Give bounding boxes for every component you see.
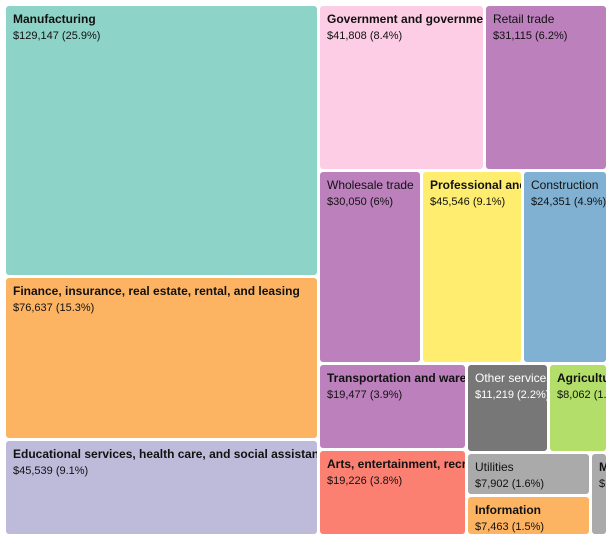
- treemap-tile[interactable]: Agriculture $8,062 (1.: [550, 365, 606, 451]
- treemap-tile-label: Utilities: [475, 460, 514, 474]
- treemap-tile-value: $8,062 (1.: [557, 389, 606, 401]
- treemap-tile-label: Arts, entertainment, recreation: [327, 457, 465, 471]
- treemap-tile-value: $24,351 (4.9%): [531, 196, 606, 208]
- treemap-tile-label: Retail trade: [493, 12, 555, 26]
- treemap-tile[interactable]: Construction $24,351 (4.9%): [524, 172, 606, 362]
- treemap-tile-label: Educational services, health care, and s…: [13, 447, 317, 461]
- treemap-tile-value: $41,808 (8.4%): [327, 30, 403, 42]
- treemap-tile-label: Transportation and warehousing: [327, 371, 465, 385]
- treemap-tile[interactable]: Manufacturing $129,147 (25.9%): [6, 6, 317, 275]
- treemap-tile-label: Finance, insurance, real estate, rental,…: [13, 284, 300, 298]
- treemap-tile[interactable]: Other services $11,219 (2.2%): [468, 365, 547, 451]
- treemap-tile[interactable]: Professional and business services $45,54…: [423, 172, 521, 362]
- treemap-tile[interactable]: M $: [592, 454, 606, 534]
- treemap-tile[interactable]: Finance, insurance, real estate, rental,…: [6, 278, 317, 438]
- treemap-tile[interactable]: Government and government enterprises $41…: [320, 6, 483, 169]
- treemap-tile-value: $: [599, 478, 606, 490]
- treemap-tile-label: Professional and business services: [430, 178, 521, 192]
- treemap-tile-value: $11,219 (2.2%): [475, 389, 547, 401]
- treemap-tile[interactable]: Arts, entertainment, recreation $19,226 (…: [320, 451, 465, 534]
- treemap-tile-label: M: [599, 460, 606, 474]
- treemap-tile-value: $76,637 (15.3%): [13, 302, 95, 314]
- treemap-tile-label: Agriculture: [557, 371, 606, 385]
- treemap-tile-label: Government and government enterprises: [327, 12, 483, 26]
- treemap-tile-value: $30,050 (6%): [327, 196, 394, 208]
- treemap-tile-label: Wholesale trade: [327, 178, 414, 192]
- treemap-tile-value: $45,546 (9.1%): [430, 196, 506, 208]
- treemap-tile[interactable]: Information $7,463 (1.5%): [468, 497, 589, 534]
- treemap-tile-value: $31,115 (6.2%): [493, 30, 568, 42]
- treemap-tile[interactable]: Transportation and warehousing $19,477 (3…: [320, 365, 465, 448]
- treemap-tile[interactable]: Utilities $7,902 (1.6%): [468, 454, 589, 494]
- treemap-tile-value: $7,463 (1.5%): [475, 521, 545, 533]
- treemap-tile-label: Construction: [531, 178, 599, 192]
- treemap-tile-value: $19,226 (3.8%): [327, 475, 403, 487]
- treemap-tile-value: $45,539 (9.1%): [13, 465, 89, 477]
- treemap-tile-value: $129,147 (25.9%): [13, 30, 101, 42]
- treemap-tile-label: Other services: [475, 371, 547, 385]
- treemap-tile[interactable]: Educational services, health care, and s…: [6, 441, 317, 534]
- treemap-tile-value: $19,477 (3.9%): [327, 389, 403, 401]
- treemap-tile[interactable]: Retail trade $31,115 (6.2%): [486, 6, 606, 169]
- treemap-tile-value: $7,902 (1.6%): [475, 478, 545, 490]
- treemap-tile-label: Manufacturing: [13, 12, 96, 26]
- treemap-tile-label: Information: [475, 503, 541, 517]
- treemap-tile[interactable]: Wholesale trade $30,050 (6%): [320, 172, 420, 362]
